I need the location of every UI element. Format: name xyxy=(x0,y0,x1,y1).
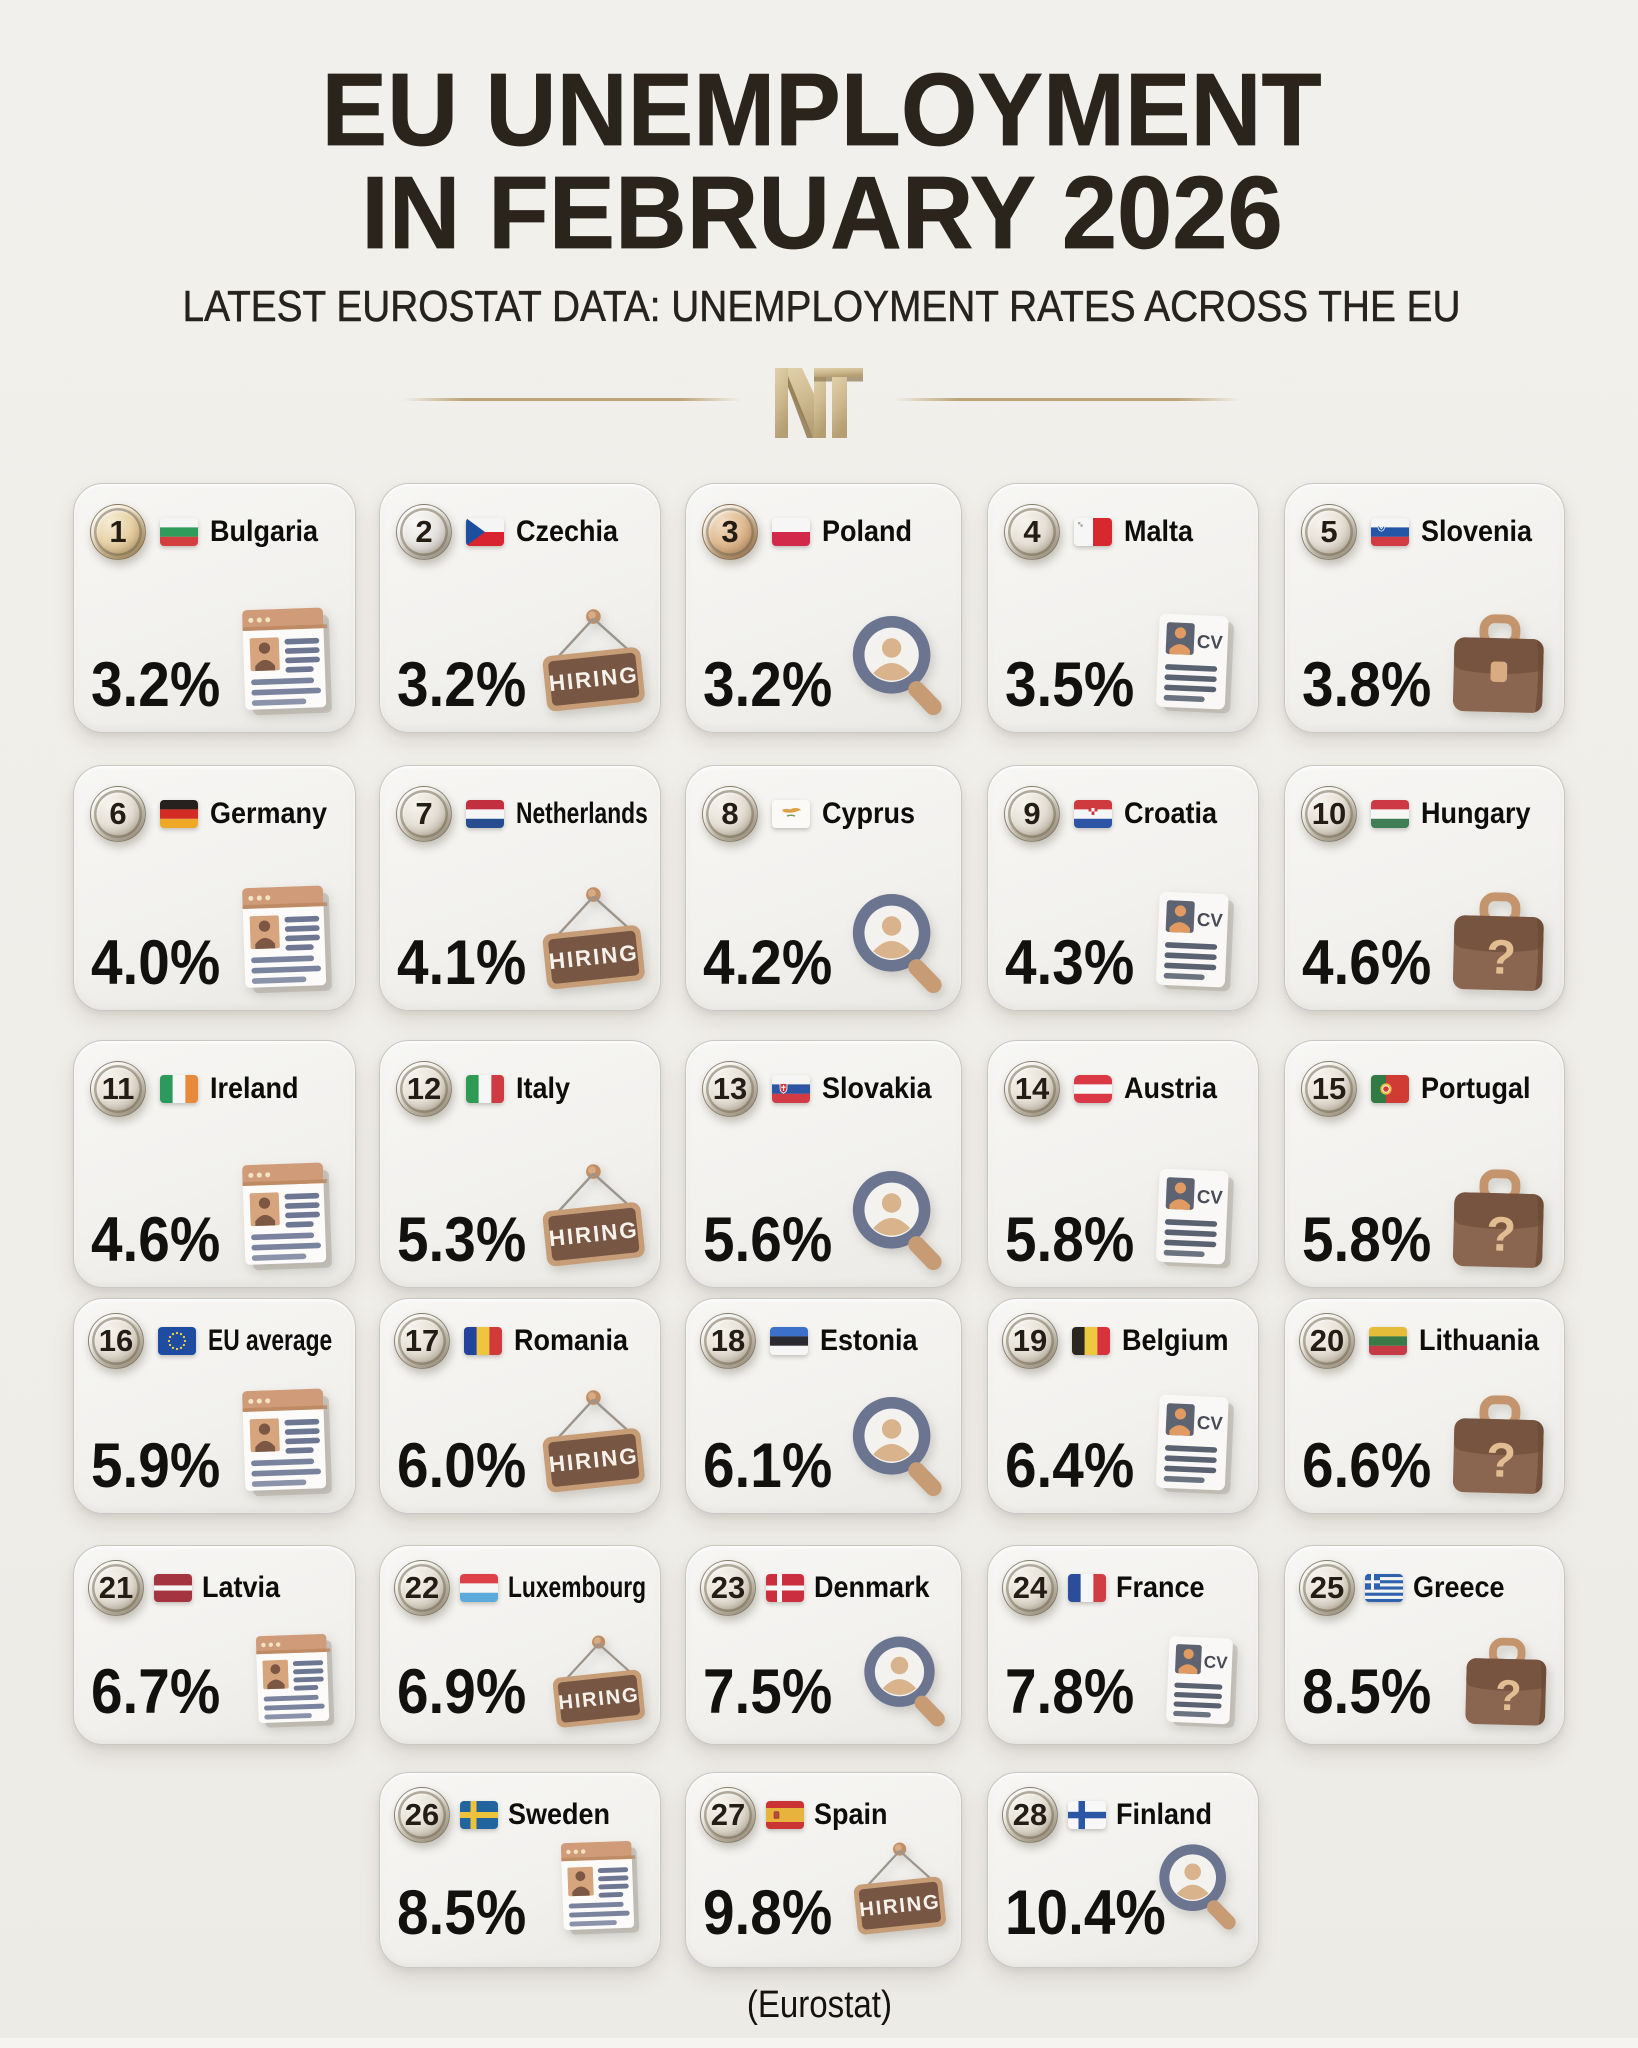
svg-text:CV: CV xyxy=(1196,1186,1223,1208)
svg-text:?: ? xyxy=(1486,1433,1517,1488)
svg-text:?: ? xyxy=(1486,930,1517,985)
svg-text:CV: CV xyxy=(1196,909,1223,931)
svg-text:CV: CV xyxy=(1203,1651,1228,1672)
svg-text:CV: CV xyxy=(1196,631,1223,653)
svg-text:?: ? xyxy=(1486,1207,1517,1262)
svg-text:CV: CV xyxy=(1196,1412,1223,1434)
svg-text:?: ? xyxy=(1494,1672,1522,1721)
